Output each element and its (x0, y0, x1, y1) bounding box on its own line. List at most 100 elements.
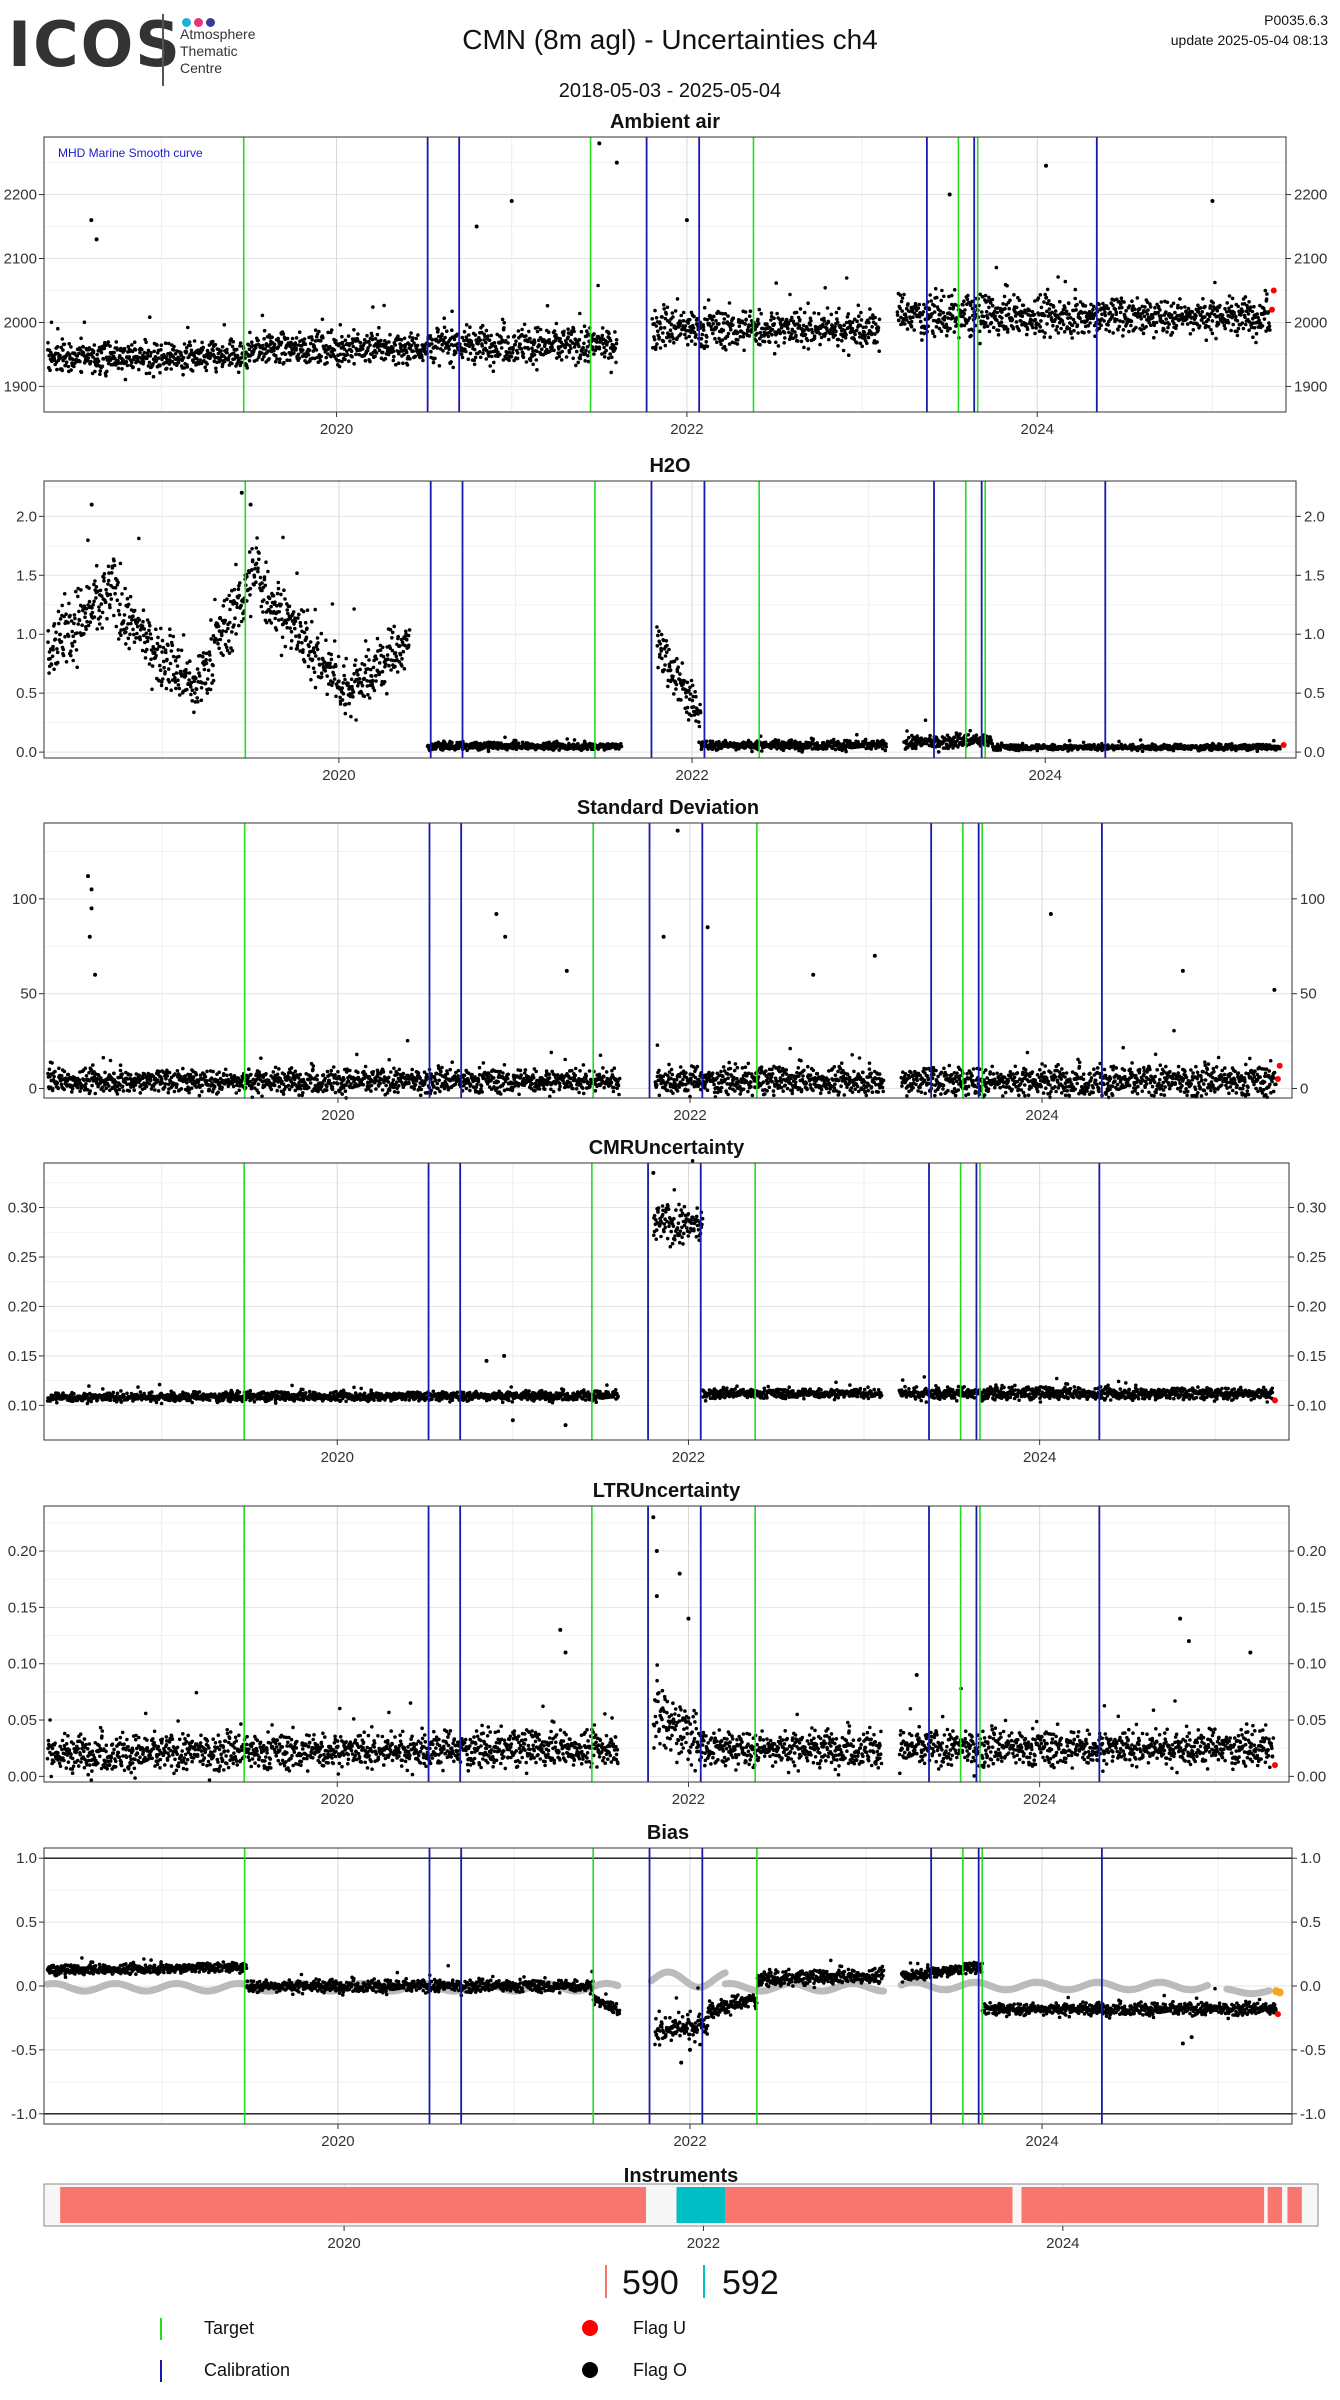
date-range: 2018-05-03 - 2025-05-04 (558, 80, 782, 102)
data-point (900, 309, 904, 313)
data-point (595, 340, 599, 344)
data-point (254, 561, 259, 566)
data-point (498, 352, 502, 357)
data-point (135, 631, 139, 636)
data-point (514, 339, 518, 344)
data-point (308, 640, 313, 644)
data-point (55, 660, 60, 665)
data-point (1207, 325, 1211, 329)
data-point (987, 305, 991, 310)
data-point (166, 643, 170, 647)
data-point (288, 358, 292, 363)
data-point (1073, 287, 1078, 292)
data-point (452, 337, 457, 342)
logo-divider (162, 14, 164, 86)
data-point (102, 579, 106, 583)
data-point (132, 340, 137, 345)
data-point (281, 535, 285, 540)
data-point (670, 311, 675, 315)
data-point (118, 346, 123, 351)
data-point (211, 339, 215, 344)
data-point (231, 339, 235, 344)
data-point (980, 310, 984, 314)
data-point (321, 335, 325, 340)
data-point (390, 630, 395, 635)
data-point (844, 332, 848, 337)
data-point (107, 355, 112, 359)
data-point (261, 610, 265, 614)
data-point (1127, 304, 1132, 308)
data-point (914, 746, 918, 751)
data-point (1116, 328, 1120, 332)
data-point (128, 594, 133, 599)
data-point (473, 355, 478, 360)
data-point (343, 711, 348, 716)
data-point (354, 718, 358, 722)
data-point (873, 322, 878, 326)
data-point (519, 347, 524, 351)
data-point (405, 363, 410, 367)
data-point (279, 602, 283, 607)
data-point (1102, 319, 1106, 323)
data-point (97, 608, 101, 613)
data-point (441, 349, 445, 353)
data-point (859, 318, 864, 322)
data-point (1011, 326, 1016, 331)
data-point (864, 325, 868, 329)
data-point (402, 667, 407, 671)
data-point (153, 650, 157, 655)
data-point (939, 329, 944, 334)
data-point (342, 347, 347, 351)
data-point (69, 653, 73, 658)
data-point (681, 310, 686, 315)
data-point (834, 310, 839, 315)
data-point (158, 663, 162, 668)
data-point (309, 677, 313, 682)
data-point (672, 692, 676, 696)
data-point (782, 341, 786, 345)
data-point (402, 336, 407, 341)
data-point (440, 332, 444, 337)
data-point (351, 344, 356, 349)
data-point (305, 608, 310, 612)
data-point (850, 326, 855, 331)
data-point (121, 358, 125, 362)
data-point (210, 673, 215, 677)
data-point (895, 313, 900, 317)
data-point (115, 348, 120, 352)
flag-u-point (1268, 306, 1275, 313)
data-point (909, 319, 914, 324)
data-point (987, 329, 992, 334)
data-point (190, 699, 194, 703)
data-point (104, 587, 108, 592)
data-point (686, 342, 690, 347)
data-point (1203, 304, 1207, 309)
data-point (344, 702, 348, 706)
data-point (445, 329, 449, 334)
page-title: CMN (8m agl) - Uncertainties ch4 (462, 24, 878, 55)
data-point (450, 309, 454, 314)
data-point (780, 317, 785, 322)
data-point (981, 314, 986, 319)
data-point (984, 310, 989, 314)
data-point (742, 348, 746, 353)
data-point (660, 315, 664, 319)
data-point (760, 749, 764, 753)
data-point (801, 323, 806, 328)
data-point (293, 619, 298, 623)
data-point (514, 738, 518, 743)
data-point (56, 358, 61, 363)
data-point (369, 331, 374, 336)
data-point (722, 317, 727, 321)
data-point (302, 630, 307, 635)
data-point (1164, 317, 1168, 321)
data-point (83, 615, 87, 619)
data-point (182, 342, 187, 346)
data-point (1165, 330, 1169, 334)
data-point (490, 354, 494, 359)
data-point (100, 610, 105, 615)
data-point (923, 718, 928, 722)
data-point (342, 673, 347, 678)
data-point (683, 324, 688, 328)
data-point (275, 591, 280, 596)
